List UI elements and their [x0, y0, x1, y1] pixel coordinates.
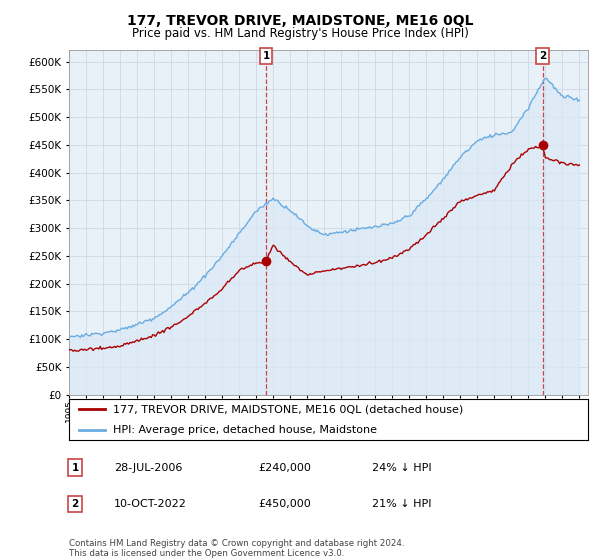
- Text: £450,000: £450,000: [258, 499, 311, 509]
- Text: 10-OCT-2022: 10-OCT-2022: [114, 499, 187, 509]
- Text: 28-JUL-2006: 28-JUL-2006: [114, 463, 182, 473]
- Text: 1: 1: [262, 51, 270, 61]
- Text: 21% ↓ HPI: 21% ↓ HPI: [372, 499, 431, 509]
- Text: 24% ↓ HPI: 24% ↓ HPI: [372, 463, 431, 473]
- Text: 177, TREVOR DRIVE, MAIDSTONE, ME16 0QL: 177, TREVOR DRIVE, MAIDSTONE, ME16 0QL: [127, 14, 473, 28]
- Text: 1: 1: [71, 463, 79, 473]
- Text: HPI: Average price, detached house, Maidstone: HPI: Average price, detached house, Maid…: [113, 424, 377, 435]
- Text: 2: 2: [539, 51, 546, 61]
- Text: 2: 2: [71, 499, 79, 509]
- Text: £240,000: £240,000: [258, 463, 311, 473]
- Text: 177, TREVOR DRIVE, MAIDSTONE, ME16 0QL (detached house): 177, TREVOR DRIVE, MAIDSTONE, ME16 0QL (…: [113, 404, 463, 414]
- Text: Price paid vs. HM Land Registry's House Price Index (HPI): Price paid vs. HM Land Registry's House …: [131, 27, 469, 40]
- Text: Contains HM Land Registry data © Crown copyright and database right 2024.
This d: Contains HM Land Registry data © Crown c…: [69, 539, 404, 558]
